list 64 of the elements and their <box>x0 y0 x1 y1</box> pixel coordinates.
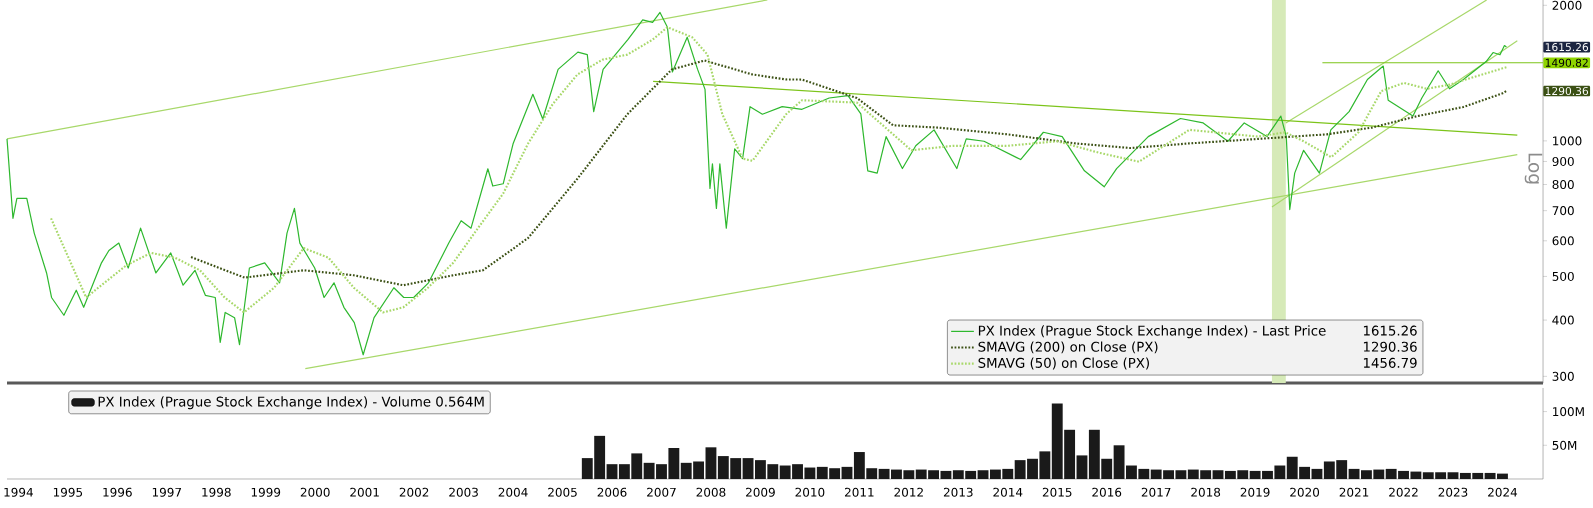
x-tick-label: 2006 <box>597 487 627 497</box>
x-tick-label: 1994 <box>4 487 33 497</box>
x-tick-label: 2011 <box>844 487 874 497</box>
bar <box>1447 472 1459 479</box>
x-tick-label: 2010 <box>795 487 825 497</box>
y-tick-label: 1000 <box>1553 136 1582 146</box>
x-tick-label: 2004 <box>498 487 528 497</box>
x-tick-label: 2022 <box>1389 487 1418 497</box>
x-tick-label: 2018 <box>1191 487 1221 497</box>
bar <box>705 447 717 479</box>
x-tick-label: 2023 <box>1438 487 1468 497</box>
legend-label: SMAVG (200) on Close (PX) <box>978 341 1158 354</box>
x-tick-label: 2012 <box>894 487 923 497</box>
y-tick-label: 900 <box>1552 156 1574 167</box>
x-tick-label: 2007 <box>647 487 676 497</box>
x-tick-label: 2009 <box>746 487 775 497</box>
x-tick-label: 1999 <box>251 487 281 497</box>
x-tick-label: 1995 <box>53 487 83 497</box>
x-tick-label: 1997 <box>152 487 182 497</box>
x-tick-label: 2002 <box>399 487 429 497</box>
x-tick-label: 2020 <box>1290 487 1320 497</box>
annotation: 1456.79 <box>1363 357 1417 368</box>
bar <box>977 470 989 479</box>
annotation: 1290.36 <box>1363 341 1417 352</box>
y-tick-label: 500 <box>1552 271 1574 281</box>
bar <box>1311 468 1323 479</box>
x-tick-label: 1998 <box>202 487 231 497</box>
y-tick-label: 300 <box>1552 371 1574 381</box>
x-tick-label: 2013 <box>943 487 973 497</box>
bar <box>841 466 853 479</box>
bar <box>606 464 618 479</box>
x-tick-label: 2017 <box>1141 487 1171 497</box>
y-tick-label: 800 <box>1552 179 1574 190</box>
bar <box>1348 468 1360 479</box>
line-series <box>189 59 1508 287</box>
legend-label: PX Index (Prague Stock Exchange Index) - Volume 0.564M <box>98 396 484 410</box>
x-tick-label: 2003 <box>449 487 478 497</box>
x-tick-label: 2005 <box>548 487 577 497</box>
x-tick-label: 2015 <box>1042 487 1072 497</box>
x-tick-label: 2019 <box>1240 487 1270 497</box>
y-tick-label: 600 <box>1552 236 1574 246</box>
text: 1615.26 <box>1545 43 1589 52</box>
x-tick-label: 2008 <box>696 487 726 497</box>
legend-label: PX Index (Prague Stock Exchange Index) - Last Price <box>978 325 1326 339</box>
y-tick-label: 2000 <box>1552 0 1582 10</box>
x-tick-label: 2021 <box>1339 487 1369 497</box>
y-tick-label: 100M <box>1553 407 1584 417</box>
text: 1290.36 <box>1545 86 1589 96</box>
y-tick-label: 700 <box>1552 206 1574 216</box>
annotation: 1490.82 <box>1545 58 1588 67</box>
bar <box>1212 470 1224 479</box>
y-axis-title: Log <box>1524 153 1543 184</box>
x-tick-label: 2001 <box>350 487 379 497</box>
y-tick-label: 400 <box>1552 315 1574 325</box>
x-tick-label: 2024 <box>1488 487 1518 497</box>
x-tick-label: 2016 <box>1092 487 1122 497</box>
y-tick-label: 50M <box>1552 440 1577 450</box>
annotation: 1615.26 <box>1363 325 1417 336</box>
x-tick-label: 2014 <box>993 487 1023 497</box>
x-tick-label: 1996 <box>103 487 132 497</box>
legend-label: SMAVG (50) on Close (PX) <box>978 357 1149 370</box>
x-tick-label: 2000 <box>300 487 330 497</box>
line-series <box>6 11 1508 356</box>
bar <box>1076 455 1088 479</box>
